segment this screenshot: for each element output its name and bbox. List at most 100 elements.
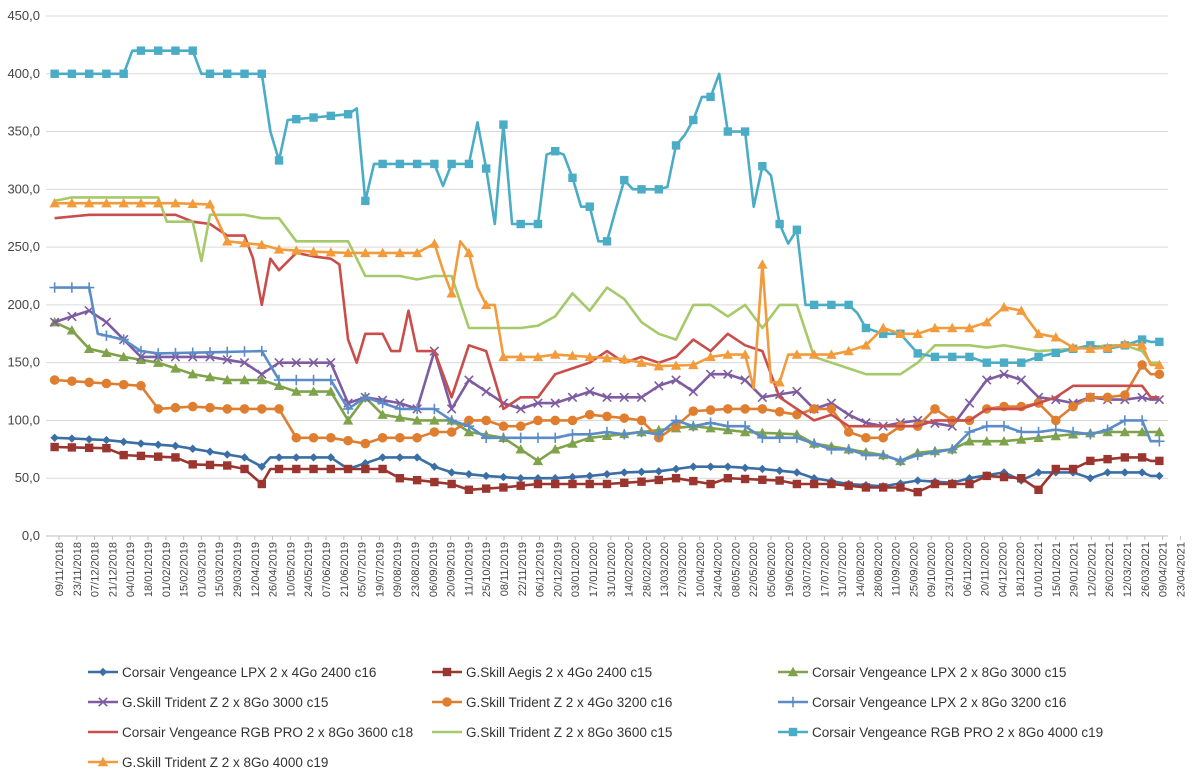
data-point — [826, 444, 837, 455]
legend-label: Corsair Vengeance LPX 2 x 8Go 3200 c16 — [812, 695, 1066, 710]
data-point — [411, 403, 423, 415]
data-point — [188, 46, 197, 55]
data-point — [1102, 342, 1113, 352]
data-point — [913, 476, 922, 485]
data-point — [292, 114, 301, 124]
data-point — [602, 411, 612, 422]
data-point — [636, 415, 647, 426]
legend-entry: G.Skill Trident Z 2 x 8Go 3600 c15 — [432, 725, 672, 740]
data-point — [274, 357, 284, 368]
data-point — [964, 436, 975, 446]
data-point — [601, 352, 613, 363]
data-point — [981, 436, 992, 446]
data-point — [1155, 337, 1164, 347]
data-point — [877, 322, 889, 333]
x-tick-label: 23/08/2019 — [410, 542, 422, 597]
data-point — [187, 401, 198, 412]
data-point — [1085, 343, 1096, 353]
data-point — [135, 345, 147, 357]
data-point — [1137, 335, 1147, 344]
data-point — [550, 444, 561, 454]
data-point — [170, 347, 181, 359]
x-tick-label: 23/10/2020 — [944, 542, 956, 597]
x-tick-label: 07/06/2019 — [321, 542, 333, 597]
data-point — [1016, 375, 1027, 385]
legend-marker — [788, 727, 798, 737]
data-point — [1034, 468, 1043, 477]
data-point — [584, 429, 595, 440]
data-point — [775, 466, 784, 475]
data-point — [1034, 485, 1043, 494]
data-point — [204, 199, 216, 209]
data-point — [257, 369, 267, 379]
data-point — [239, 346, 250, 357]
data-point — [102, 69, 111, 78]
data-point — [239, 404, 250, 414]
data-point — [1085, 392, 1096, 403]
data-point — [758, 475, 767, 484]
data-point — [102, 435, 111, 445]
data-point — [1102, 424, 1113, 435]
data-point — [568, 173, 577, 182]
series-7 — [54, 196, 1160, 376]
legend-marker — [97, 756, 109, 767]
data-point — [154, 452, 163, 461]
data-point — [568, 472, 577, 482]
data-point — [240, 69, 249, 78]
data-point — [170, 363, 181, 373]
series-line — [54, 321, 1160, 463]
data-point — [343, 464, 353, 474]
data-point — [809, 404, 819, 414]
data-point — [240, 453, 249, 462]
data-point — [378, 159, 387, 169]
data-point — [1119, 338, 1131, 349]
x-tick-label: 20/09/2019 — [446, 542, 458, 597]
data-point — [412, 475, 422, 485]
data-point — [291, 386, 302, 396]
x-tick-label: 18/01/2019 — [143, 542, 155, 597]
data-point — [689, 462, 698, 471]
data-point — [101, 347, 112, 358]
x-tick-label: 05/07/2019 — [357, 542, 369, 597]
data-point — [395, 398, 405, 408]
data-point — [568, 479, 577, 489]
data-point — [688, 359, 699, 370]
data-point — [1033, 432, 1044, 442]
data-point — [360, 438, 371, 449]
data-point — [1051, 348, 1060, 358]
x-tick-label: 11/10/2019 — [463, 542, 475, 596]
legend-label: Corsair Vengeance LPX 2 x 4Go 2400 c16 — [122, 665, 376, 680]
data-point — [930, 352, 940, 362]
data-point — [429, 415, 440, 425]
data-point — [257, 69, 266, 78]
data-point — [308, 374, 319, 386]
x-tick-label: 03/07/2020 — [802, 542, 814, 597]
data-point — [532, 351, 544, 362]
data-point — [844, 300, 853, 310]
data-point — [360, 247, 371, 258]
data-point — [757, 392, 768, 403]
data-point — [982, 471, 991, 481]
data-point — [878, 329, 888, 338]
data-point — [636, 392, 647, 403]
data-point — [619, 392, 630, 403]
data-point — [533, 219, 543, 229]
data-point — [447, 479, 456, 489]
data-point — [205, 447, 215, 456]
legend-label: G.Skill Trident Z 2 x 4Go 3200 c16 — [466, 695, 672, 710]
data-point — [395, 453, 405, 462]
data-point — [620, 468, 629, 477]
gridlines — [46, 15, 1168, 537]
data-point — [498, 351, 509, 362]
data-point — [83, 198, 95, 208]
data-point — [981, 421, 992, 432]
data-point — [636, 357, 647, 367]
data-point — [118, 379, 129, 390]
data-point — [1051, 464, 1060, 474]
data-point — [861, 432, 871, 443]
data-point — [792, 409, 802, 420]
x-tick-label: 26/03/2021 — [1140, 542, 1152, 597]
series-1 — [50, 442, 1164, 497]
data-point — [964, 322, 975, 333]
data-point — [309, 113, 318, 122]
